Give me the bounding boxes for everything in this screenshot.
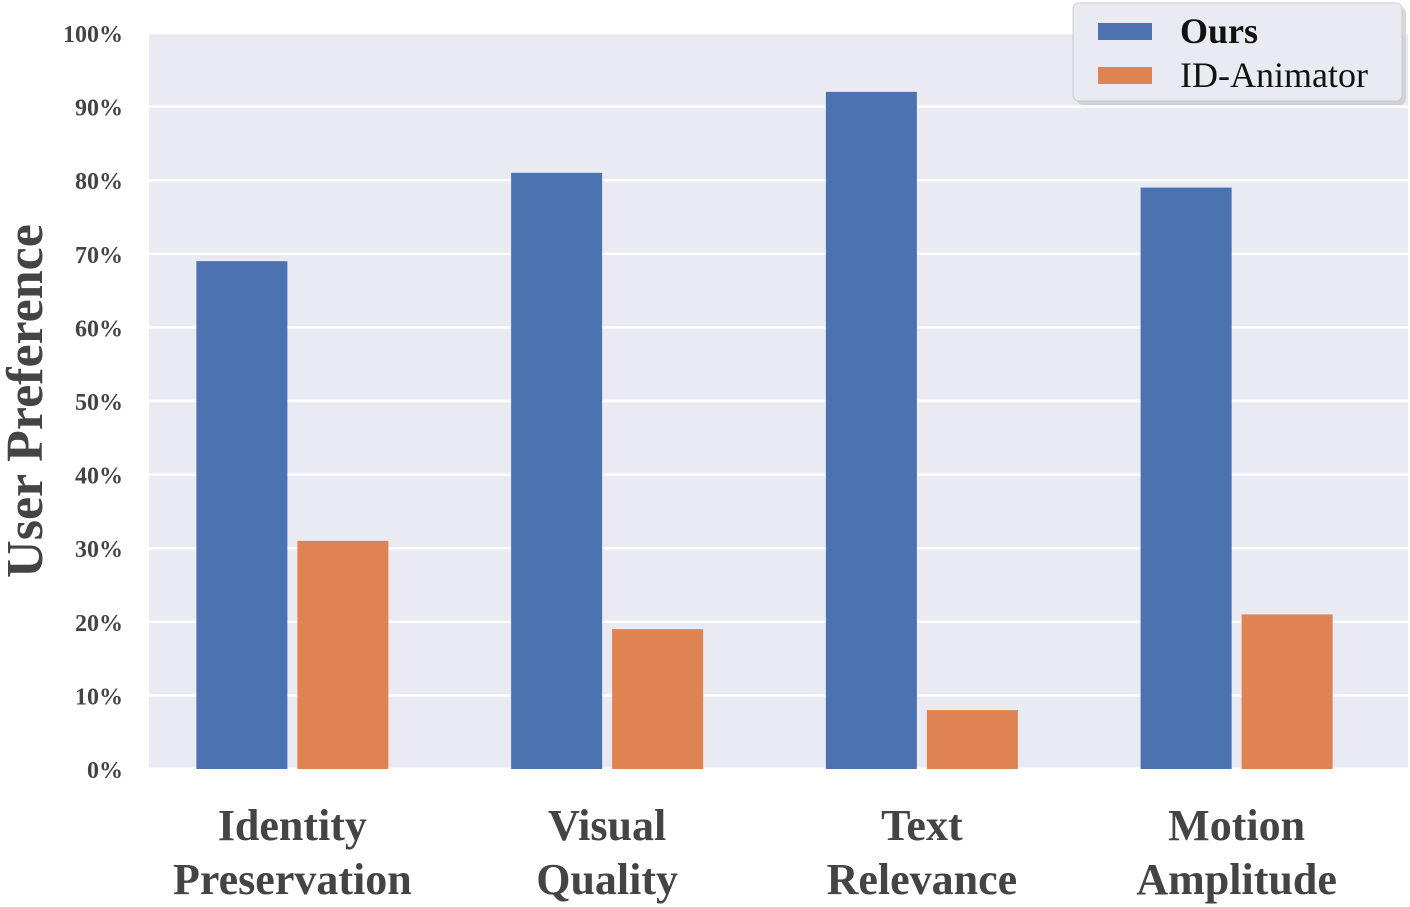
legend-label: ID-Animator: [1180, 55, 1368, 95]
bar-id-animator-0: [297, 540, 389, 769]
y-axis-label: User Preference: [0, 224, 54, 578]
y-tick-label: 100%: [63, 22, 123, 48]
x-category-label: Quality: [536, 855, 678, 904]
bar-ours-1: [511, 172, 603, 770]
x-category-label: Preservation: [173, 855, 412, 904]
bars: [196, 91, 1333, 770]
x-category-label: Visual: [548, 801, 666, 850]
x-category-label: Relevance: [827, 855, 1018, 904]
bar-id-animator-2: [926, 710, 1018, 769]
x-category-label: Identity: [218, 801, 367, 850]
bar-id-animator-3: [1241, 614, 1333, 769]
legend-swatch: [1098, 67, 1152, 84]
y-tick-label: 50%: [75, 390, 123, 416]
y-tick-label: 30%: [75, 537, 123, 563]
y-tick-label: 70%: [75, 243, 123, 269]
y-tick-label: 80%: [75, 169, 123, 195]
y-tick-label: 20%: [75, 611, 123, 637]
legend-swatch: [1098, 23, 1152, 40]
x-category-label: Motion: [1168, 801, 1305, 850]
y-tick-label: 90%: [75, 96, 123, 122]
bar-ours-0: [196, 261, 288, 769]
bar-id-animator-1: [612, 629, 704, 769]
x-category-label: Amplitude: [1136, 855, 1336, 904]
bar-ours-2: [825, 91, 917, 769]
legend-box: [1072, 2, 1403, 102]
legend-label: Ours: [1180, 11, 1258, 51]
y-tick-label: 0%: [87, 758, 123, 784]
y-tick-labels: 0% 10% 20% 30% 40% 50% 60% 70% 80% 90% 100%: [63, 22, 123, 784]
y-tick-label: 10%: [75, 684, 123, 710]
y-tick-label: 40%: [75, 464, 123, 490]
y-tick-label: 60%: [75, 316, 123, 342]
bar-ours-3: [1140, 187, 1232, 769]
x-category-label: Text: [881, 801, 963, 850]
x-category-labels: Identity Preservation Visual Quality Text Rel…: [173, 801, 1337, 904]
